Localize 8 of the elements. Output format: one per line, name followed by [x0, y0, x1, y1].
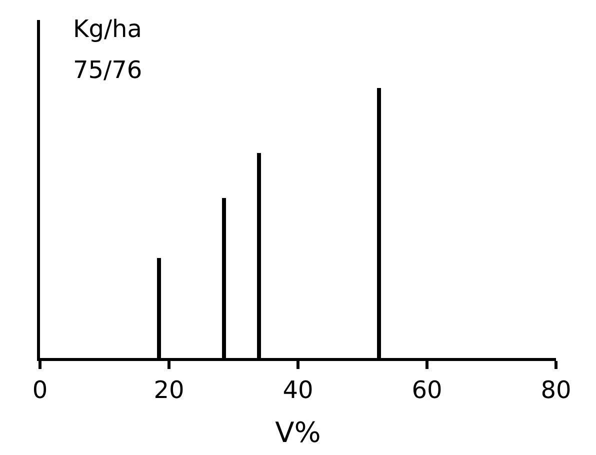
x-tick-label: 80 [540, 376, 572, 404]
x-tick-label: 60 [412, 376, 442, 404]
x-tick-label: 20 [154, 376, 184, 404]
x-tick-label: 0 [32, 376, 48, 404]
y-axis-title: Kg/ha [73, 15, 142, 43]
x-tick-label: 40 [282, 376, 314, 404]
x-axis-title: V% [275, 416, 321, 449]
chart-title: 75/76 [73, 56, 142, 84]
